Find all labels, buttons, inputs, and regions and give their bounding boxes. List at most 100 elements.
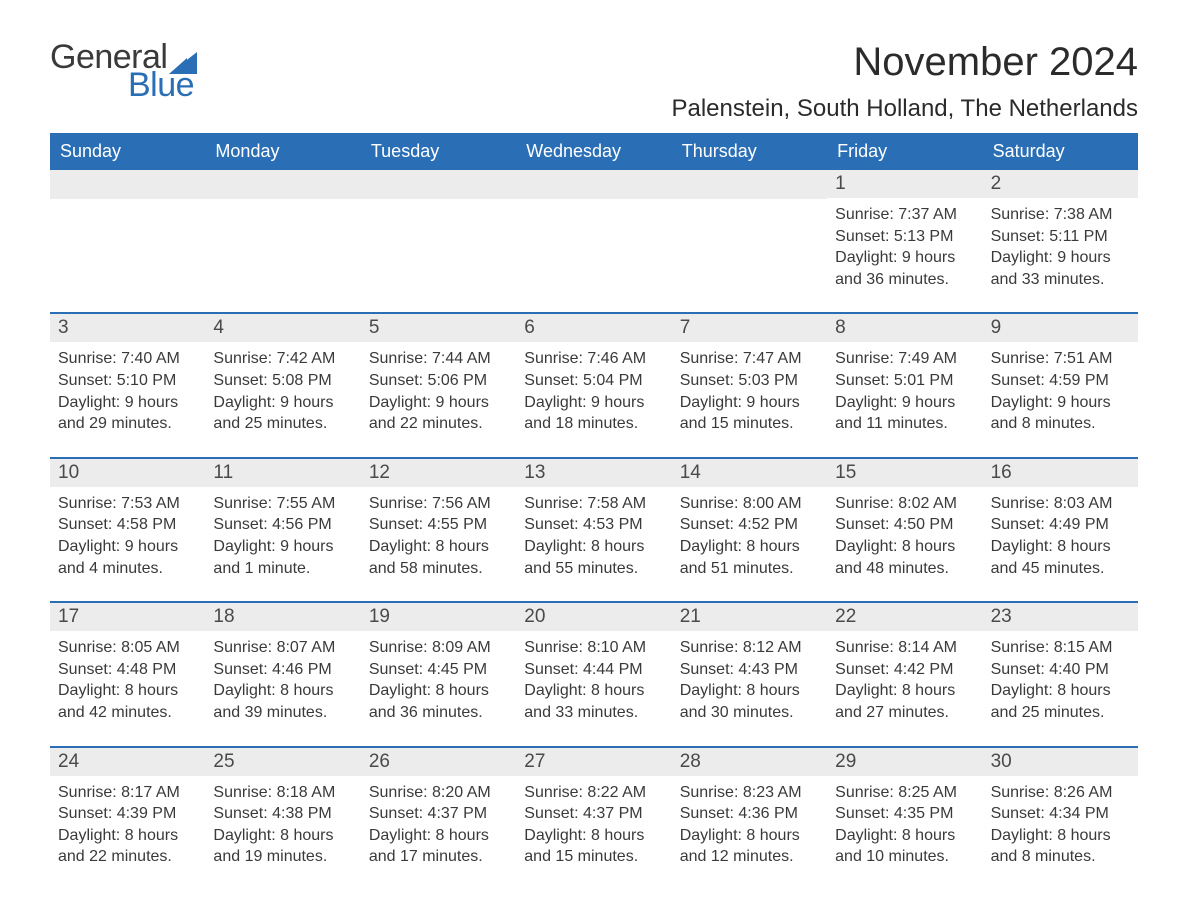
sunset-line: Sunset: 5:03 PM [680,370,819,392]
weekday-header: Friday [827,133,982,170]
daylight-line: Daylight: 8 hours and 12 minutes. [680,825,819,868]
calendar-day-cell: 23Sunrise: 8:15 AMSunset: 4:40 PMDayligh… [983,603,1138,727]
daylight-line: Daylight: 8 hours and 10 minutes. [835,825,974,868]
day-number: 4 [205,314,360,342]
page-header: General Blue November 2024 Palenstein, S… [50,40,1138,123]
calendar-week-row: 24Sunrise: 8:17 AMSunset: 4:39 PMDayligh… [50,746,1138,872]
sunset-line: Sunset: 5:10 PM [58,370,197,392]
calendar-day-cell: 22Sunrise: 8:14 AMSunset: 4:42 PMDayligh… [827,603,982,727]
day-details: Sunrise: 7:56 AMSunset: 4:55 PMDaylight:… [361,487,516,583]
sunrise-line: Sunrise: 7:47 AM [680,348,819,370]
calendar-day-cell [361,170,516,294]
daylight-line: Daylight: 8 hours and 51 minutes. [680,536,819,579]
sunset-line: Sunset: 4:50 PM [835,514,974,536]
calendar-day-cell: 3Sunrise: 7:40 AMSunset: 5:10 PMDaylight… [50,314,205,438]
day-details: Sunrise: 8:10 AMSunset: 4:44 PMDaylight:… [516,631,671,727]
calendar-week-row: 3Sunrise: 7:40 AMSunset: 5:10 PMDaylight… [50,312,1138,438]
day-details: Sunrise: 7:40 AMSunset: 5:10 PMDaylight:… [50,342,205,438]
logo: General Blue [50,40,197,102]
day-number: 16 [983,459,1138,487]
calendar-day-cell: 11Sunrise: 7:55 AMSunset: 4:56 PMDayligh… [205,459,360,583]
daylight-line: Daylight: 8 hours and 36 minutes. [369,680,508,723]
sunrise-line: Sunrise: 7:37 AM [835,204,974,226]
sunset-line: Sunset: 4:40 PM [991,659,1130,681]
sunrise-line: Sunrise: 8:26 AM [991,782,1130,804]
day-number: 11 [205,459,360,487]
day-number: 7 [672,314,827,342]
calendar-day-cell: 18Sunrise: 8:07 AMSunset: 4:46 PMDayligh… [205,603,360,727]
sunrise-line: Sunrise: 7:58 AM [524,493,663,515]
daylight-line: Daylight: 8 hours and 48 minutes. [835,536,974,579]
sunset-line: Sunset: 4:59 PM [991,370,1130,392]
sunset-line: Sunset: 4:34 PM [991,803,1130,825]
calendar-day-cell: 12Sunrise: 7:56 AMSunset: 4:55 PMDayligh… [361,459,516,583]
calendar-day-cell: 16Sunrise: 8:03 AMSunset: 4:49 PMDayligh… [983,459,1138,583]
day-details: Sunrise: 7:49 AMSunset: 5:01 PMDaylight:… [827,342,982,438]
sunrise-line: Sunrise: 8:14 AM [835,637,974,659]
day-number: 17 [50,603,205,631]
sunrise-line: Sunrise: 7:55 AM [213,493,352,515]
day-number: 24 [50,748,205,776]
calendar-day-cell: 5Sunrise: 7:44 AMSunset: 5:06 PMDaylight… [361,314,516,438]
calendar-day-cell [516,170,671,294]
calendar-day-cell: 6Sunrise: 7:46 AMSunset: 5:04 PMDaylight… [516,314,671,438]
sunset-line: Sunset: 5:06 PM [369,370,508,392]
day-number: 28 [672,748,827,776]
day-number-empty [361,170,516,199]
day-number: 23 [983,603,1138,631]
sunrise-line: Sunrise: 8:09 AM [369,637,508,659]
day-details: Sunrise: 8:02 AMSunset: 4:50 PMDaylight:… [827,487,982,583]
calendar-week-row: 1Sunrise: 7:37 AMSunset: 5:13 PMDaylight… [50,170,1138,294]
sunset-line: Sunset: 4:37 PM [369,803,508,825]
calendar-day-cell [672,170,827,294]
calendar-day-cell: 13Sunrise: 7:58 AMSunset: 4:53 PMDayligh… [516,459,671,583]
day-number: 5 [361,314,516,342]
sunset-line: Sunset: 4:35 PM [835,803,974,825]
day-number: 10 [50,459,205,487]
day-number: 18 [205,603,360,631]
day-number: 9 [983,314,1138,342]
day-details: Sunrise: 8:25 AMSunset: 4:35 PMDaylight:… [827,776,982,872]
title-block: November 2024 Palenstein, South Holland,… [671,40,1138,123]
calendar-week-row: 10Sunrise: 7:53 AMSunset: 4:58 PMDayligh… [50,457,1138,583]
daylight-line: Daylight: 8 hours and 33 minutes. [524,680,663,723]
daylight-line: Daylight: 8 hours and 19 minutes. [213,825,352,868]
sunset-line: Sunset: 4:39 PM [58,803,197,825]
calendar-day-cell: 24Sunrise: 8:17 AMSunset: 4:39 PMDayligh… [50,748,205,872]
sunset-line: Sunset: 4:37 PM [524,803,663,825]
calendar-day-cell: 30Sunrise: 8:26 AMSunset: 4:34 PMDayligh… [983,748,1138,872]
day-details: Sunrise: 8:05 AMSunset: 4:48 PMDaylight:… [50,631,205,727]
sunrise-line: Sunrise: 8:22 AM [524,782,663,804]
day-number: 12 [361,459,516,487]
sunrise-line: Sunrise: 8:03 AM [991,493,1130,515]
calendar-day-cell: 20Sunrise: 8:10 AMSunset: 4:44 PMDayligh… [516,603,671,727]
daylight-line: Daylight: 8 hours and 27 minutes. [835,680,974,723]
day-number: 15 [827,459,982,487]
calendar-day-cell: 25Sunrise: 8:18 AMSunset: 4:38 PMDayligh… [205,748,360,872]
day-number: 6 [516,314,671,342]
daylight-line: Daylight: 8 hours and 58 minutes. [369,536,508,579]
day-number: 19 [361,603,516,631]
calendar-body: 1Sunrise: 7:37 AMSunset: 5:13 PMDaylight… [50,170,1138,872]
sunrise-line: Sunrise: 7:42 AM [213,348,352,370]
day-details: Sunrise: 8:17 AMSunset: 4:39 PMDaylight:… [50,776,205,872]
sunrise-line: Sunrise: 7:44 AM [369,348,508,370]
sunrise-line: Sunrise: 7:40 AM [58,348,197,370]
sunset-line: Sunset: 4:52 PM [680,514,819,536]
calendar-day-cell: 21Sunrise: 8:12 AMSunset: 4:43 PMDayligh… [672,603,827,727]
sunset-line: Sunset: 5:08 PM [213,370,352,392]
sunset-line: Sunset: 4:56 PM [213,514,352,536]
month-title: November 2024 [671,40,1138,85]
sunset-line: Sunset: 4:36 PM [680,803,819,825]
day-details: Sunrise: 7:51 AMSunset: 4:59 PMDaylight:… [983,342,1138,438]
sunrise-line: Sunrise: 8:00 AM [680,493,819,515]
daylight-line: Daylight: 8 hours and 39 minutes. [213,680,352,723]
daylight-line: Daylight: 9 hours and 15 minutes. [680,392,819,435]
calendar-day-cell: 8Sunrise: 7:49 AMSunset: 5:01 PMDaylight… [827,314,982,438]
sunrise-line: Sunrise: 8:25 AM [835,782,974,804]
daylight-line: Daylight: 8 hours and 55 minutes. [524,536,663,579]
day-number: 2 [983,170,1138,198]
day-number: 22 [827,603,982,631]
logo-text-blue: Blue [128,68,197,102]
day-number: 3 [50,314,205,342]
